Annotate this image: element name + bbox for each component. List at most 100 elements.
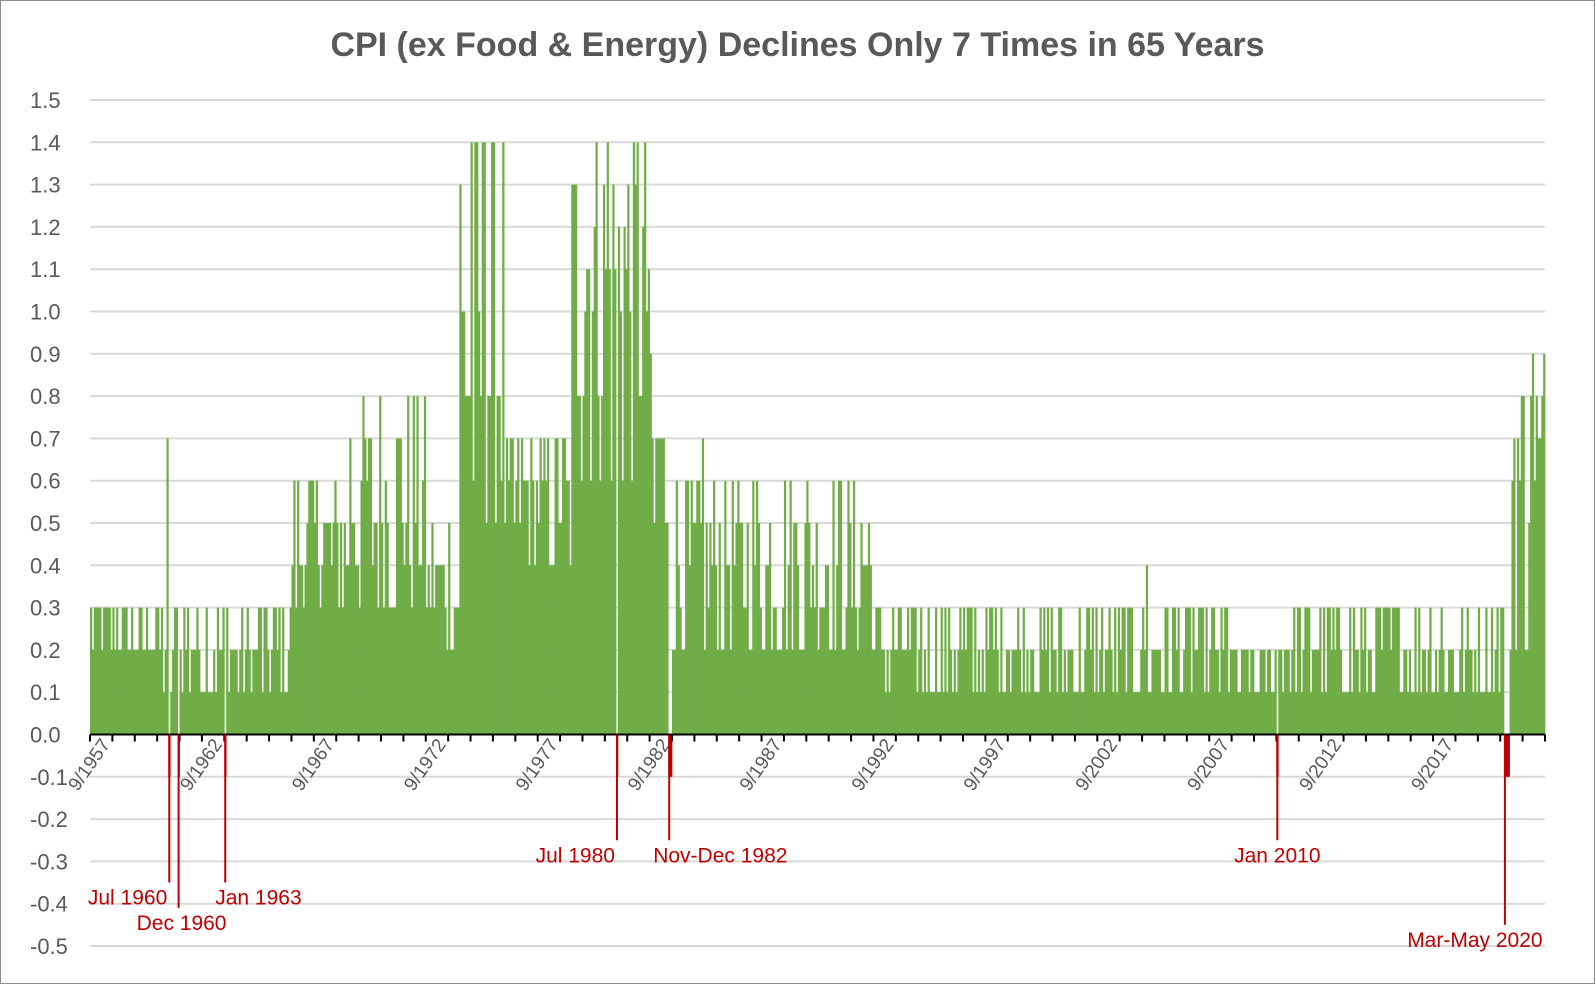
bar xyxy=(1078,607,1081,735)
bar xyxy=(377,607,380,735)
bar xyxy=(645,311,649,735)
bar xyxy=(203,692,207,735)
bar xyxy=(183,607,186,735)
x-tick-label: 9/2012 xyxy=(1296,735,1347,795)
bar xyxy=(757,523,761,735)
bar xyxy=(638,396,641,735)
bar xyxy=(1015,649,1018,735)
y-tick-label: 0.8 xyxy=(30,384,61,409)
bar xyxy=(1160,692,1163,735)
bar xyxy=(1433,692,1436,735)
bar xyxy=(976,692,979,735)
bar xyxy=(491,142,494,735)
bar xyxy=(252,649,255,735)
bar xyxy=(1207,692,1210,735)
bar xyxy=(996,649,999,735)
bar xyxy=(1449,649,1453,735)
annotation-label: Jan 2010 xyxy=(1234,844,1320,867)
bar xyxy=(1492,692,1495,735)
bar xyxy=(1461,607,1464,735)
bar xyxy=(672,649,675,735)
bar xyxy=(461,311,464,735)
bar xyxy=(1121,607,1124,735)
bar xyxy=(1334,649,1337,735)
bar xyxy=(1270,692,1274,735)
bar xyxy=(1237,692,1240,735)
bar xyxy=(420,565,423,735)
bar xyxy=(448,523,451,735)
bar xyxy=(1475,692,1479,735)
bar xyxy=(720,649,723,735)
bar xyxy=(1108,607,1111,735)
bar xyxy=(1147,692,1150,735)
bar xyxy=(1298,607,1301,735)
bar xyxy=(293,480,296,735)
bar xyxy=(1291,649,1294,735)
bar xyxy=(408,565,412,735)
bar xyxy=(561,438,565,735)
bar xyxy=(112,607,115,735)
bar xyxy=(1114,607,1117,735)
bar xyxy=(164,649,167,735)
bar xyxy=(770,649,774,735)
bar xyxy=(634,184,637,735)
bar xyxy=(147,649,151,735)
bar xyxy=(270,649,274,735)
bar xyxy=(985,607,988,735)
bar xyxy=(619,311,622,735)
bar xyxy=(729,649,733,735)
bar xyxy=(752,480,755,735)
bar xyxy=(964,649,968,735)
bar xyxy=(1367,649,1371,735)
bar xyxy=(311,480,315,735)
bar xyxy=(297,480,300,735)
bar xyxy=(938,692,941,735)
bar xyxy=(198,649,201,735)
bar xyxy=(1377,607,1380,735)
bar xyxy=(925,692,928,735)
bar xyxy=(1364,607,1367,735)
bar xyxy=(520,438,524,735)
bar xyxy=(1254,692,1257,735)
bar xyxy=(796,565,800,735)
bar xyxy=(918,649,921,735)
bar xyxy=(994,607,997,735)
bar xyxy=(1345,692,1348,735)
bar xyxy=(1539,438,1542,735)
bar xyxy=(535,480,539,735)
bar xyxy=(942,692,945,735)
bar xyxy=(1466,607,1469,735)
bar xyxy=(435,565,438,735)
bar xyxy=(211,692,214,735)
bar xyxy=(369,438,373,735)
bar xyxy=(487,396,490,735)
bar xyxy=(1112,692,1115,735)
bar xyxy=(1392,607,1395,735)
bar xyxy=(97,607,100,735)
bar xyxy=(108,607,111,735)
bar xyxy=(690,480,693,735)
bar xyxy=(405,523,408,735)
bar xyxy=(755,480,759,735)
annotation-leaders xyxy=(168,734,1506,925)
bar xyxy=(429,607,432,735)
bar xyxy=(474,142,477,735)
bar xyxy=(761,649,764,735)
bar xyxy=(1170,692,1173,735)
bar xyxy=(162,692,165,735)
bar xyxy=(1356,649,1359,735)
bar xyxy=(241,607,244,735)
bar xyxy=(582,396,585,735)
bar xyxy=(1520,396,1523,735)
bar xyxy=(1119,649,1122,735)
bar xyxy=(987,649,990,735)
bar xyxy=(543,438,546,735)
bar xyxy=(1535,396,1538,735)
x-tick-label: 9/2007 xyxy=(1184,735,1235,795)
bar xyxy=(709,523,712,735)
bar xyxy=(149,649,152,735)
bar xyxy=(871,649,874,735)
bar xyxy=(658,438,662,735)
bar xyxy=(1425,692,1428,735)
